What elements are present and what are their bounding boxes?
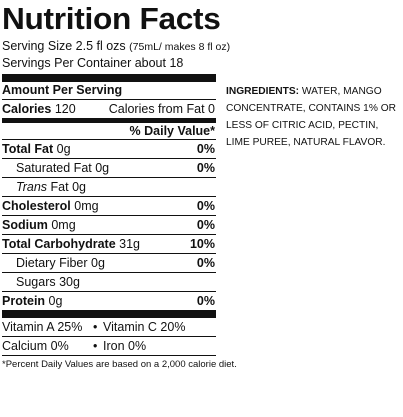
nutrient-daily-value: 0% [196,142,215,156]
nutrient-name-cell: Cholesterol 0mg [2,197,99,215]
nutrient-amount: 0g [91,256,105,270]
vitamin-a: Vitamin A 25% [2,320,83,334]
nutrient-row-sugars: Sugars 30g [2,273,216,292]
nutrient-daily-value: 0% [196,294,215,308]
nutrient-name-cell: Sodium 0mg [2,216,76,234]
nutrient-amount: 0g [72,180,86,194]
nutrient-row-protein: Protein 0g 0% [2,292,216,310]
serving-size-text: Serving Size 2.5 fl ozs [2,39,126,53]
ingredients-text: Water, Mango Concentrate, Contains 1% or… [226,86,396,148]
mineral-separator: • [93,339,98,353]
nutrient-name-cell: Sugars 30g [16,273,80,291]
vitamin-row: Vitamin A 25% • Vitamin C 20% [2,318,216,337]
nutrient-name-cell: Total Fat 0g [2,140,71,158]
calories-row: Calories 120 Calories from Fat 0 [2,100,216,119]
nutrient-daily-value: 0% [196,218,215,232]
nutrient-row-dietary-fiber: Dietary Fiber 0g 0% [2,254,216,273]
ingredients-label: Ingredients: [226,86,300,97]
nutrient-name: Total Fat [2,142,54,156]
calcium: Calcium 0% [2,339,69,353]
thick-divider [2,74,216,82]
nutrient-name-italic: Trans [16,180,48,194]
serving-size: Serving Size 2.5 fl ozs (75mL/ makes 8 f… [2,38,230,55]
thick-divider [2,310,216,318]
daily-value-footnote: *Percent Daily Values are based on a 2,0… [2,359,237,370]
iron: Iron 0% [103,339,147,353]
nutrient-amount: 0g [56,142,71,156]
nutrient-name-cell: Trans Fat 0g [16,178,86,196]
serving-size-note: (75mL/ makes 8 fl oz) [129,41,231,53]
nutrient-name-cell: Saturated Fat 0g [16,159,109,177]
calories-cell: Calories 120 [2,100,76,118]
nutrient-daily-value: 0% [196,161,215,175]
nutrient-daily-value: 0% [196,199,215,213]
amount-per-serving: Amount Per Serving [2,82,216,100]
nutrient-name: Total Carbohydrate [2,237,116,251]
calories-from-fat: Calories from Fat 0 [108,102,215,116]
vitamin-separator: • [93,320,98,334]
nutrient-amount: 31g [119,237,141,251]
mineral-row: Calcium 0% • Iron 0% [2,337,216,356]
nutrient-name: Protein [2,294,46,308]
nutrient-daily-value: 0% [196,256,215,270]
nutrient-row-cholesterol: Cholesterol 0mg 0% [2,197,216,216]
nutrient-name: Cholesterol [2,199,71,213]
nutrient-name: Sodium [2,218,48,232]
nutrient-name-cell: Total Carbohydrate 31g [2,235,140,253]
nutrition-facts-title: Nutrition Facts [2,1,221,36]
nutrient-name-cell: Protein 0g [2,292,62,310]
nutrient-row-total-carbohydrate: Total Carbohydrate 31g 10% [2,235,216,254]
nutrient-row-sodium: Sodium 0mg 0% [2,216,216,235]
nutrient-name: Sugars [16,275,56,289]
nutrition-facts-panel: Nutrition Facts Serving Size 2.5 fl ozs … [2,0,237,372]
nutrient-amount: 0g [48,294,63,308]
nutrient-name-cell: Dietary Fiber 0g [16,254,105,272]
nutrient-amount: 0mg [51,218,76,232]
servings-per-container: Servings Per Container about 18 [2,56,184,70]
nutrient-name: Dietary Fiber [16,256,88,270]
ingredients-block: Ingredients: Water, Mango Concentrate, C… [226,83,402,151]
nutrient-name: Saturated Fat [16,161,92,175]
nutrient-amount: 0g [95,161,110,175]
daily-value-header: % Daily Value* [2,123,216,140]
nutrient-row-total-fat: Total Fat 0g 0% [2,140,216,159]
nutrient-name: Fat [50,180,69,194]
nutrient-amount: 30g [59,275,80,289]
calories-value: 120 [54,102,76,116]
nutrient-daily-value: 10% [189,237,215,251]
calories-label: Calories [2,102,52,116]
nutrient-row-trans-fat: Trans Fat 0g [2,178,216,197]
nutrient-amount: 0mg [74,199,99,213]
nutrient-row-saturated-fat: Saturated Fat 0g 0% [2,159,216,178]
medium-divider [2,119,216,123]
vitamin-c: Vitamin C 20% [103,320,186,334]
